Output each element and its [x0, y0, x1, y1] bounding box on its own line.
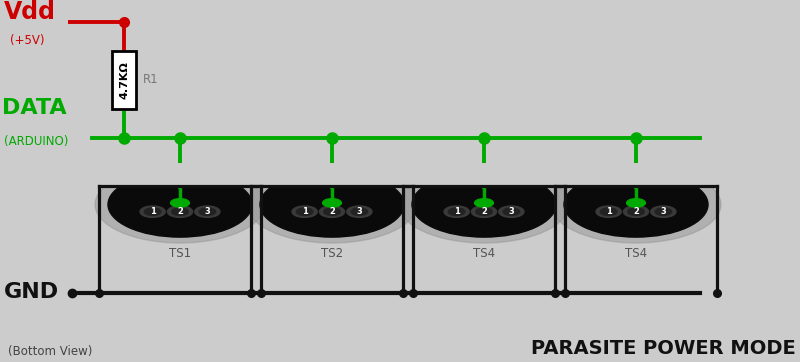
- Circle shape: [596, 206, 622, 218]
- Bar: [408, 163, 560, 185]
- Circle shape: [399, 166, 569, 243]
- Circle shape: [199, 208, 216, 215]
- Bar: [560, 163, 712, 185]
- Circle shape: [551, 166, 721, 243]
- Text: 1: 1: [302, 207, 307, 216]
- Circle shape: [600, 208, 617, 215]
- Text: 4.7KΩ: 4.7KΩ: [119, 61, 129, 98]
- Text: (ARDUINO): (ARDUINO): [4, 135, 68, 148]
- Text: 2: 2: [633, 207, 639, 216]
- Circle shape: [194, 206, 220, 218]
- Text: (Bottom View): (Bottom View): [8, 345, 92, 358]
- Circle shape: [503, 208, 520, 215]
- Text: GND: GND: [4, 282, 59, 303]
- Text: R1: R1: [142, 73, 158, 86]
- Text: Vdd: Vdd: [4, 0, 56, 24]
- Text: 1: 1: [454, 207, 459, 216]
- Bar: [256, 163, 408, 185]
- Text: 2: 2: [329, 207, 335, 216]
- Circle shape: [448, 208, 465, 215]
- Text: (+5V): (+5V): [10, 34, 44, 47]
- Text: TS4: TS4: [625, 247, 647, 260]
- Circle shape: [95, 166, 265, 243]
- Text: 3: 3: [509, 207, 514, 216]
- Circle shape: [346, 206, 372, 218]
- Circle shape: [260, 172, 404, 237]
- Circle shape: [476, 208, 492, 215]
- Text: 2: 2: [177, 207, 183, 216]
- Text: 3: 3: [661, 207, 666, 216]
- Text: TS1: TS1: [169, 247, 191, 260]
- Circle shape: [412, 172, 556, 237]
- Circle shape: [172, 208, 188, 215]
- Circle shape: [324, 208, 340, 215]
- Text: TS4: TS4: [473, 247, 495, 260]
- Circle shape: [167, 206, 193, 218]
- Circle shape: [650, 206, 676, 218]
- Text: 2: 2: [481, 207, 487, 216]
- Circle shape: [564, 172, 708, 237]
- Text: PARASITE POWER MODE: PARASITE POWER MODE: [531, 340, 796, 358]
- Circle shape: [498, 206, 524, 218]
- Circle shape: [351, 208, 368, 215]
- FancyBboxPatch shape: [112, 51, 136, 109]
- Circle shape: [322, 199, 342, 207]
- Circle shape: [471, 206, 497, 218]
- Circle shape: [655, 208, 672, 215]
- Circle shape: [474, 199, 494, 207]
- Text: DATA: DATA: [2, 98, 67, 118]
- Text: 1: 1: [606, 207, 611, 216]
- Circle shape: [319, 206, 345, 218]
- Circle shape: [247, 166, 417, 243]
- Circle shape: [623, 206, 649, 218]
- Text: 3: 3: [357, 207, 362, 216]
- Bar: [104, 163, 256, 185]
- Circle shape: [628, 208, 644, 215]
- Circle shape: [444, 206, 470, 218]
- Circle shape: [296, 208, 313, 215]
- Circle shape: [292, 206, 318, 218]
- Text: 1: 1: [150, 207, 155, 216]
- Text: 3: 3: [205, 207, 210, 216]
- Circle shape: [170, 199, 190, 207]
- Circle shape: [144, 208, 161, 215]
- Text: TS2: TS2: [321, 247, 343, 260]
- Circle shape: [140, 206, 166, 218]
- Circle shape: [108, 172, 252, 237]
- Circle shape: [626, 199, 646, 207]
